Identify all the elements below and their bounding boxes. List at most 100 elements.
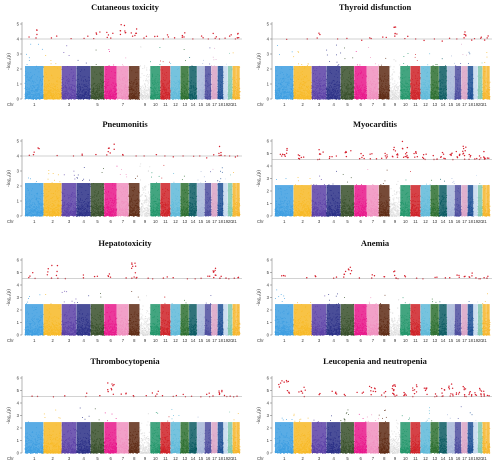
snp-point <box>235 96 237 98</box>
significant-snp <box>230 34 232 36</box>
snp-point <box>88 98 90 100</box>
snp-point <box>122 64 123 66</box>
panel-title: Cutaneous toxicity <box>0 2 250 12</box>
snp-point <box>103 98 105 100</box>
snp-point <box>211 65 213 67</box>
chromosome-19-band <box>223 66 228 99</box>
snp-point <box>279 54 280 56</box>
snp-point <box>198 98 200 100</box>
snp-point <box>146 95 147 97</box>
significant-snp <box>215 36 218 38</box>
snp-point <box>140 88 142 90</box>
panel-cutaneous-toxicity: Cutaneous toxicity 0 1 2 3 4 5 -log₁₀(p) Chr 1 3 5… <box>0 0 250 117</box>
snp-point <box>200 98 202 100</box>
chromosome-2-band <box>43 66 62 99</box>
snp-point <box>145 97 147 98</box>
snp-point <box>160 87 161 88</box>
snp-point <box>148 76 150 78</box>
snp-point <box>144 95 146 97</box>
x-tick-label: 9 <box>144 102 147 107</box>
snp-point <box>74 98 76 100</box>
snp-point <box>143 97 144 99</box>
y-tick-label: 4 <box>267 36 270 41</box>
snp-point <box>234 98 236 100</box>
snp-point <box>106 98 108 100</box>
snp-point <box>287 98 289 100</box>
significant-snp <box>106 31 108 34</box>
snp-point <box>144 67 146 69</box>
snp-point <box>194 98 196 100</box>
snp-point <box>188 81 190 82</box>
significant-snp <box>110 37 112 39</box>
snp-point <box>186 98 188 100</box>
snp-point <box>65 98 67 100</box>
chromosome-2-points <box>293 38 313 100</box>
snp-point <box>165 98 167 100</box>
snp-point <box>196 91 198 93</box>
snp-point <box>202 98 204 100</box>
snp-point <box>24 98 26 100</box>
snp-point <box>135 98 137 100</box>
snp-point <box>169 98 171 100</box>
snp-point <box>139 92 141 94</box>
snp-point <box>142 93 144 95</box>
snp-point <box>210 84 212 86</box>
snp-point <box>139 95 141 97</box>
snp-point <box>224 98 226 100</box>
snp-point <box>300 98 302 100</box>
snp-point <box>277 98 279 100</box>
significant-snp <box>135 28 138 30</box>
chromosome-2-points <box>43 35 63 100</box>
snp-point <box>103 94 105 96</box>
snp-point <box>326 54 328 56</box>
snp-point <box>128 85 130 87</box>
snp-point <box>148 82 149 84</box>
snp-point <box>170 92 171 93</box>
snp-point <box>209 47 211 49</box>
snp-point <box>227 86 229 88</box>
significant-snp <box>224 37 226 39</box>
snp-point <box>58 98 60 100</box>
snp-point <box>162 98 164 100</box>
snp-point <box>42 75 44 77</box>
snp-point <box>212 56 214 58</box>
snp-point <box>277 45 278 46</box>
snp-point <box>313 98 315 100</box>
snp-point <box>116 94 118 96</box>
snp-point <box>61 86 62 88</box>
chromosome-17-points <box>211 32 218 100</box>
snp-point <box>302 98 304 100</box>
snp-point <box>97 98 99 100</box>
snp-point <box>145 94 147 96</box>
snp-point <box>41 48 43 50</box>
snp-point <box>188 87 190 89</box>
snp-point <box>144 97 146 99</box>
snp-point <box>127 98 129 100</box>
snp-point <box>232 93 233 95</box>
significant-snp <box>166 34 169 36</box>
significant-snp <box>228 35 231 37</box>
chromosome-15-points <box>196 35 206 100</box>
snp-point <box>28 98 30 100</box>
snp-point <box>50 60 52 62</box>
snp-point <box>159 98 161 100</box>
snp-point <box>311 82 313 83</box>
snp-point <box>184 98 186 100</box>
y-tick-label: 1 <box>17 81 20 86</box>
snp-point <box>143 91 145 93</box>
snp-point <box>148 86 150 88</box>
snp-point <box>126 98 128 100</box>
x-tick-label: 5 <box>96 102 99 107</box>
snp-point <box>33 98 34 100</box>
snp-point <box>319 98 320 100</box>
snp-point <box>209 98 211 100</box>
snp-point <box>162 61 164 63</box>
snp-point <box>140 91 142 93</box>
snp-point <box>161 98 163 100</box>
significant-snp <box>154 35 156 38</box>
snp-point <box>202 63 204 65</box>
snp-point <box>142 95 144 97</box>
snp-point <box>139 94 141 96</box>
snp-point <box>145 86 147 88</box>
significant-snp <box>156 35 159 38</box>
